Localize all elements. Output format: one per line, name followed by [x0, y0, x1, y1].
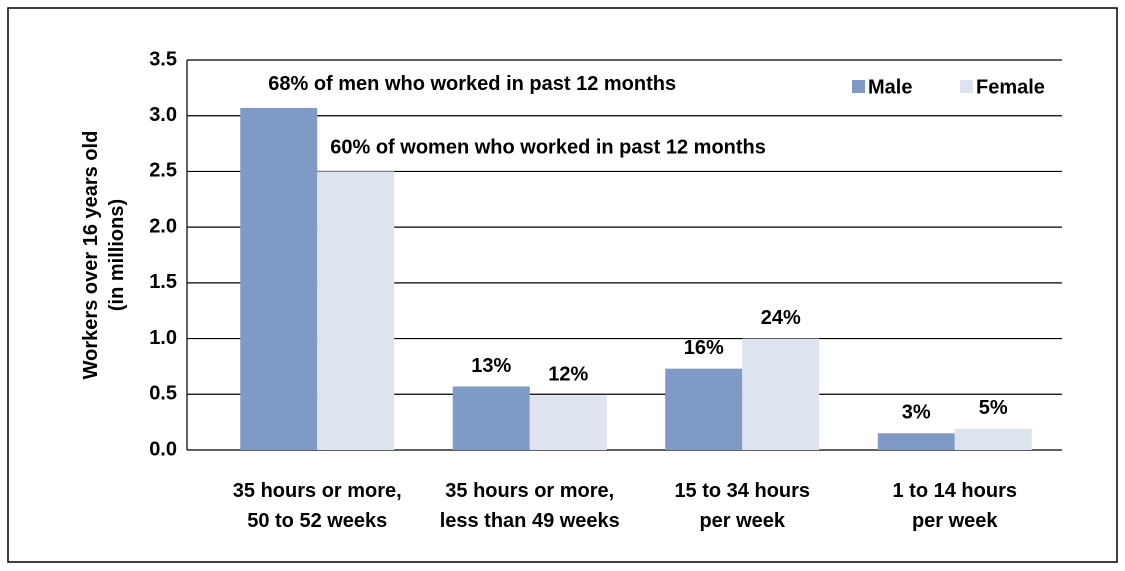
x-tick-label-line: 1 to 14 hours [893, 480, 1017, 502]
annotation: 5% [979, 397, 1008, 419]
x-tick-label-line: per week [699, 510, 785, 532]
y-tick-label: 1.5 [149, 271, 177, 293]
bar [742, 338, 820, 450]
y-tick-label: 3.0 [149, 104, 177, 126]
bar [240, 107, 318, 451]
legend-label: Male [868, 76, 912, 98]
y-tick-label: 1.0 [149, 327, 177, 349]
annotation: 16% [684, 337, 724, 359]
legend-swatch [852, 80, 865, 93]
y-tick-label: 2.0 [149, 215, 177, 237]
y-tick-label: 0.5 [149, 383, 177, 405]
annotation: 60% of women who worked in past 12 month… [330, 137, 766, 159]
y-tick-label: 3.5 [149, 48, 177, 70]
bar [877, 433, 955, 450]
x-tick-label: 15 to 34 hours per week [674, 480, 810, 532]
x-tick-label-line: 15 to 34 hours [674, 480, 810, 502]
x-tick-label: 1 to 14 hours per week [893, 480, 1017, 532]
annotation: 24% [761, 307, 801, 329]
y-axis-label-line: Workers over 16 years old [80, 131, 102, 380]
legend-label: Female [976, 76, 1045, 98]
legend-swatch [960, 80, 973, 93]
annotation: 12% [548, 364, 588, 386]
bar [452, 386, 530, 450]
annotation: 3% [902, 402, 931, 424]
y-tick-label: 2.5 [149, 160, 177, 182]
bar [665, 368, 743, 450]
y-tick-label: 0.0 [149, 438, 177, 460]
x-tick-label-line: less than 49 weeks [440, 510, 620, 532]
y-axis-label-line: (in millions) [106, 199, 128, 311]
y-axis-label: Workers over 16 years old (in millions) [80, 131, 128, 380]
annotation: 68% of men who worked in past 12 months [268, 73, 676, 95]
chart-border [7, 7, 1118, 563]
bar [954, 428, 1032, 450]
x-tick-label: 35 hours or more, 50 to 52 weeks [233, 480, 402, 532]
bar [317, 171, 395, 450]
x-tick-label-line: 35 hours or more, [233, 480, 402, 502]
x-tick-label-line: 35 hours or more, [445, 480, 614, 502]
bar [529, 395, 607, 450]
annotation: 13% [471, 355, 511, 377]
x-tick-label: 35 hours or more, less than 49 weeks [440, 480, 620, 532]
x-tick-label-line: 50 to 52 weeks [247, 510, 387, 532]
x-tick-label-line: per week [912, 510, 998, 532]
